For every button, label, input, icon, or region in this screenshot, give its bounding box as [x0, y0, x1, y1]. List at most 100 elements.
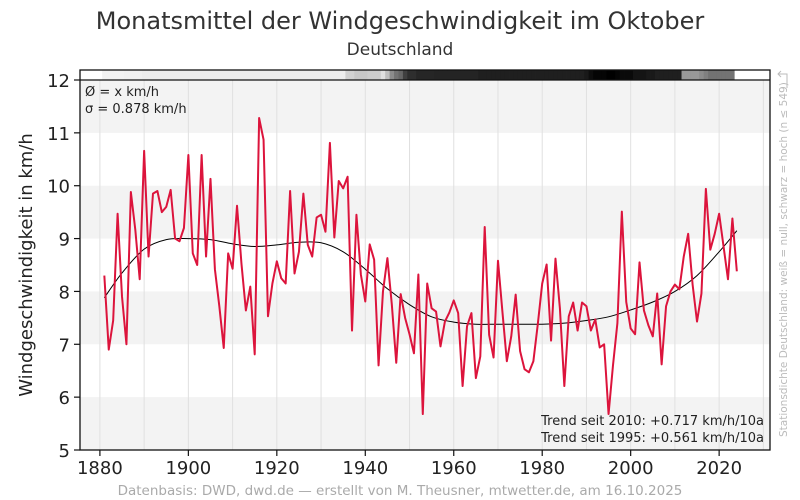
- density-cell: [575, 70, 581, 80]
- density-cell: [646, 70, 651, 80]
- density-cell: [610, 70, 616, 80]
- x-tick-label: 1900: [165, 458, 211, 479]
- density-cell: [438, 70, 444, 80]
- density-cell: [708, 70, 713, 80]
- density-cell: [150, 70, 156, 80]
- density-cell: [668, 70, 674, 80]
- x-tick-label: 1880: [77, 458, 123, 479]
- density-cell: [305, 70, 311, 80]
- density-cell: [566, 70, 572, 80]
- density-cell: [137, 70, 143, 80]
- y-tick-label: 7: [59, 335, 70, 356]
- station-density-bar: [80, 70, 770, 80]
- density-cell: [628, 70, 634, 80]
- density-cell: [327, 70, 333, 80]
- y-axis-label: Windgeschwindigkeit in km/h: [16, 133, 37, 397]
- density-cell: [730, 70, 736, 80]
- density-cell: [593, 70, 598, 80]
- density-cell: [509, 70, 514, 80]
- density-cell: [672, 70, 678, 80]
- density-cell: [659, 70, 665, 80]
- y-tick-label: 5: [59, 441, 70, 462]
- x-tick-label: 2020: [696, 458, 742, 479]
- trend-2010-annotation: Trend seit 2010: +0.717 km/h/10a: [540, 414, 764, 429]
- density-cell: [579, 70, 585, 80]
- density-cell: [531, 70, 536, 80]
- density-cell: [712, 70, 718, 80]
- density-cell: [420, 70, 426, 80]
- density-cell: [637, 70, 643, 80]
- density-cell: [504, 70, 510, 80]
- density-cell: [332, 70, 337, 80]
- density-cell: [703, 70, 709, 80]
- density-cell: [597, 70, 603, 80]
- density-cell: [699, 70, 705, 80]
- density-cell: [265, 70, 271, 80]
- density-cell: [624, 70, 629, 80]
- density-cell: [287, 70, 293, 80]
- density-cell: [721, 70, 727, 80]
- density-cell: [716, 70, 722, 80]
- x-tick-label: 1960: [431, 458, 477, 479]
- density-cell: [411, 70, 417, 80]
- density-cell: [685, 70, 691, 80]
- density-cell: [694, 70, 700, 80]
- density-cell: [725, 70, 731, 80]
- density-cell: [464, 70, 470, 80]
- density-cell: [371, 70, 377, 80]
- density-arrow-icon: [777, 70, 788, 88]
- density-cell: [380, 70, 386, 80]
- density-cell: [663, 70, 669, 80]
- density-cell: [500, 70, 506, 80]
- density-cell: [455, 70, 461, 80]
- density-cell: [376, 70, 382, 80]
- density-cell: [557, 70, 563, 80]
- density-cell: [340, 70, 346, 80]
- density-cell: [354, 70, 360, 80]
- density-cell: [482, 70, 488, 80]
- density-cell: [615, 70, 621, 80]
- y-tick-label: 8: [59, 282, 70, 303]
- density-cell: [146, 70, 152, 80]
- density-cell: [230, 70, 236, 80]
- density-cell: [570, 70, 576, 80]
- monthly-mean-line: [103, 117, 738, 416]
- density-cell: [195, 70, 200, 80]
- density-cell: [451, 70, 457, 80]
- density-cell: [619, 70, 625, 80]
- density-cell: [478, 70, 483, 80]
- density-cell: [442, 70, 448, 80]
- trend-1995-annotation: Trend seit 1995: +0.561 km/h/10a: [540, 431, 764, 446]
- density-cell: [212, 70, 218, 80]
- density-cell: [234, 70, 240, 80]
- sigma-annotation: σ = 0.878 km/h: [85, 102, 187, 117]
- y-tick-label: 10: [47, 177, 70, 198]
- density-cell: [252, 70, 258, 80]
- density-cell: [239, 70, 245, 80]
- density-cell: [517, 70, 523, 80]
- density-cell: [367, 70, 373, 80]
- density-cell: [544, 70, 550, 80]
- density-cell: [181, 70, 187, 80]
- chart-subtitle: Deutschland: [347, 40, 454, 60]
- density-cell: [141, 70, 147, 80]
- chart-title: Monatsmittel der Windgeschwindigkeit im …: [96, 7, 705, 35]
- density-cell: [562, 70, 567, 80]
- density-cell: [124, 70, 130, 80]
- density-cell: [217, 70, 222, 80]
- density-cell: [323, 70, 329, 80]
- density-cell: [155, 70, 161, 80]
- plot-frame: [79, 69, 771, 451]
- density-cell: [133, 70, 138, 80]
- y-tick-label: 12: [47, 71, 70, 92]
- x-tick-label: 1920: [254, 458, 300, 479]
- density-cell: [310, 70, 315, 80]
- density-cell: [115, 70, 121, 80]
- density-cell: [460, 70, 466, 80]
- y-tick-label: 6: [59, 388, 70, 409]
- density-cell: [159, 70, 165, 80]
- background-band: [80, 185, 770, 239]
- density-cell: [526, 70, 532, 80]
- density-cell: [553, 70, 559, 80]
- density-cell: [186, 70, 191, 80]
